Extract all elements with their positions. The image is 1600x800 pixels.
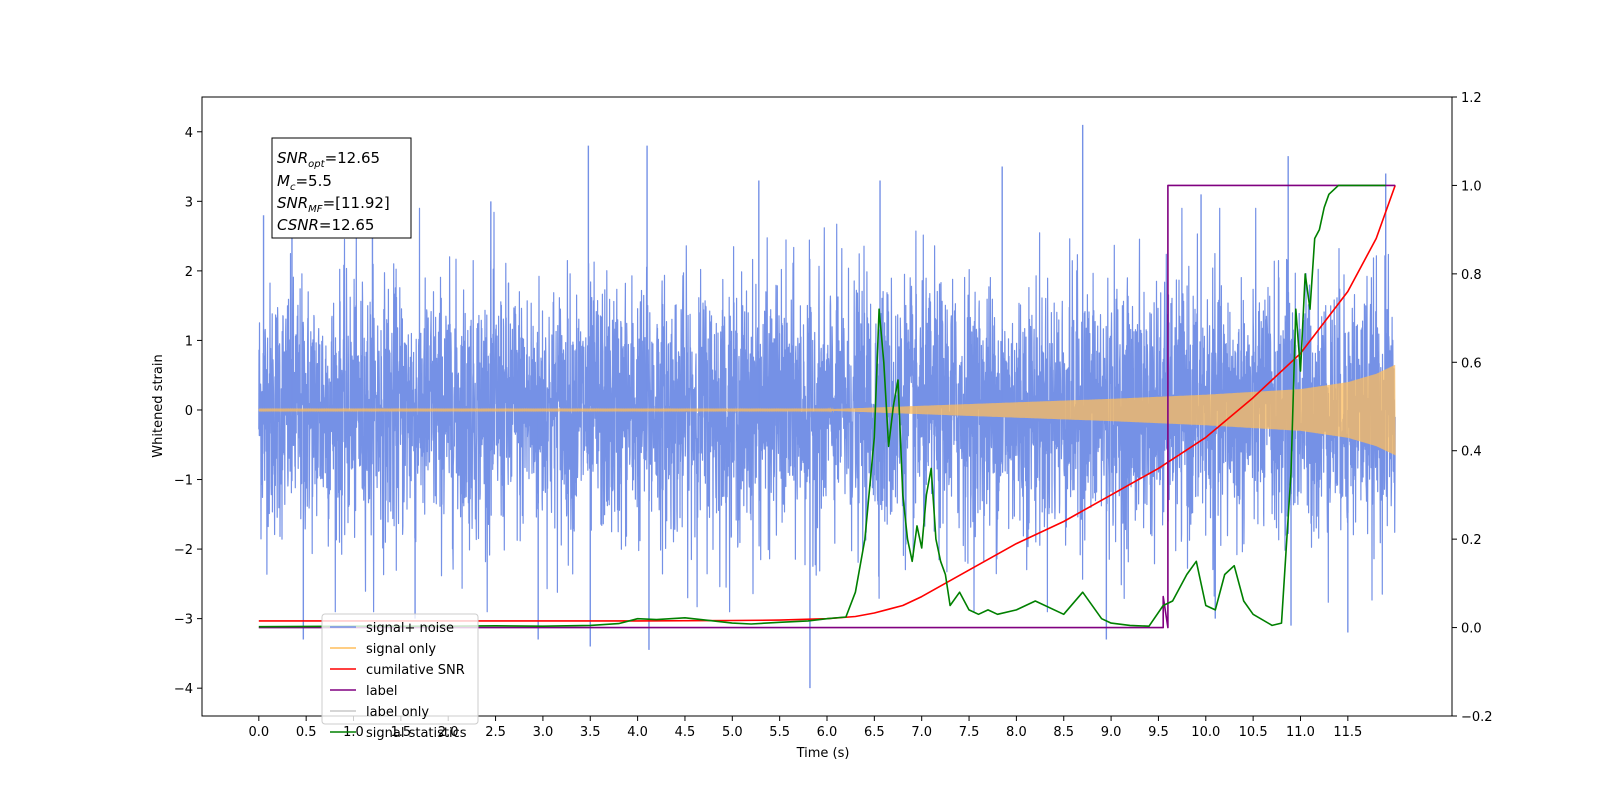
series-layer [258,124,1396,689]
legend-label: cumilative SNR [366,663,465,678]
x-tick-label: 10.0 [1191,725,1220,740]
y-axis-title: Whitened strain [151,354,166,457]
y-tick-label: 1 [185,334,193,349]
y2-tick-label: 0.6 [1461,356,1482,371]
annotation-snr-opt: SNRopt=12.65 [277,149,380,170]
x-tick-label: 11.0 [1286,725,1315,740]
x-tick-label: 6.0 [817,725,838,740]
y-tick-label: 4 [185,126,193,141]
annotation-mc: Mc=5.5 [277,172,332,193]
x-tick-label: 11.5 [1333,725,1362,740]
y-tick-label: 2 [185,265,193,280]
x-tick-label: 8.0 [1006,725,1027,740]
y-axis-right: 1.2 1.0 0.8 0.6 0.4 0.2 0.0 −0.2 [1452,91,1493,725]
y2-tick-label: 1.0 [1461,179,1482,194]
annotation-csnr: CSNR=12.65 [277,216,374,234]
y-axis-left: 4 3 2 1 0 −1 −2 −3 −4 [174,126,202,697]
legend-label: signal statistics [366,726,467,741]
x-tick-label: 0.5 [296,725,317,740]
y-tick-label: −1 [174,474,193,489]
x-tick-label: 4.0 [627,725,648,740]
series-signal-noise [258,207,1396,613]
x-tick-label: 0.0 [248,725,269,740]
y-tick-label: −3 [174,613,193,628]
x-tick-label: 9.5 [1148,725,1169,740]
annotation-box: SNRopt=12.65 Mc=5.5 SNRMF=[11.92] CSNR=1… [271,137,412,239]
x-tick-label: 6.5 [864,725,885,740]
x-tick-label: 4.5 [675,725,696,740]
series-signal-statistics [258,184,1386,628]
y2-tick-label: 0.2 [1461,533,1482,548]
legend-label: label only [366,705,429,720]
y2-tick-label: 1.2 [1461,91,1482,106]
x-tick-label: 9.0 [1101,725,1122,740]
legend-frame [321,613,479,725]
x-tick-label: 2.0 [438,725,459,740]
y-tick-label: −2 [174,543,193,558]
legend: signal+ noise signal only cumilative SNR la… [321,613,479,741]
x-tick-label: 7.5 [959,725,980,740]
y-tick-label: 0 [185,404,193,419]
y2-tick-label: 0.0 [1461,622,1482,637]
y-tick-label: −4 [174,682,193,697]
x-tick-label: 8.5 [1053,725,1074,740]
x-tick-label: 7.0 [911,725,932,740]
x-tick-label: 5.0 [722,725,743,740]
x-tick-label: 3.0 [533,725,554,740]
x-tick-label: 10.5 [1239,725,1268,740]
series-signal-only [258,364,1396,456]
y-tick-label: 3 [185,195,193,210]
x-tick-label: 5.5 [769,725,790,740]
legend-label: signal+ noise [366,621,454,636]
y2-tick-label: 0.8 [1461,268,1482,283]
x-tick-label: 3.5 [580,725,601,740]
x-axis: 0.0 0.5 1.0 1.5 2.0 2.5 3.0 3.5 4.0 4.5 5.0 5.5 6.0 6… [248,716,1362,740]
annotation-snr-mf: SNRMF=[11.92] [277,194,390,215]
x-axis-title: Time (s) [796,746,850,761]
y2-tick-label: 0.4 [1461,445,1482,460]
legend-label: label [366,684,397,699]
annotation-frame [271,137,412,239]
series-label [258,184,1396,629]
x-tick-label: 1.5 [391,725,412,740]
series-cumilative-snr [258,185,1396,622]
y2-tick-label: −0.2 [1461,710,1493,725]
x-tick-label: 2.5 [485,725,506,740]
legend-label: signal only [366,642,436,657]
